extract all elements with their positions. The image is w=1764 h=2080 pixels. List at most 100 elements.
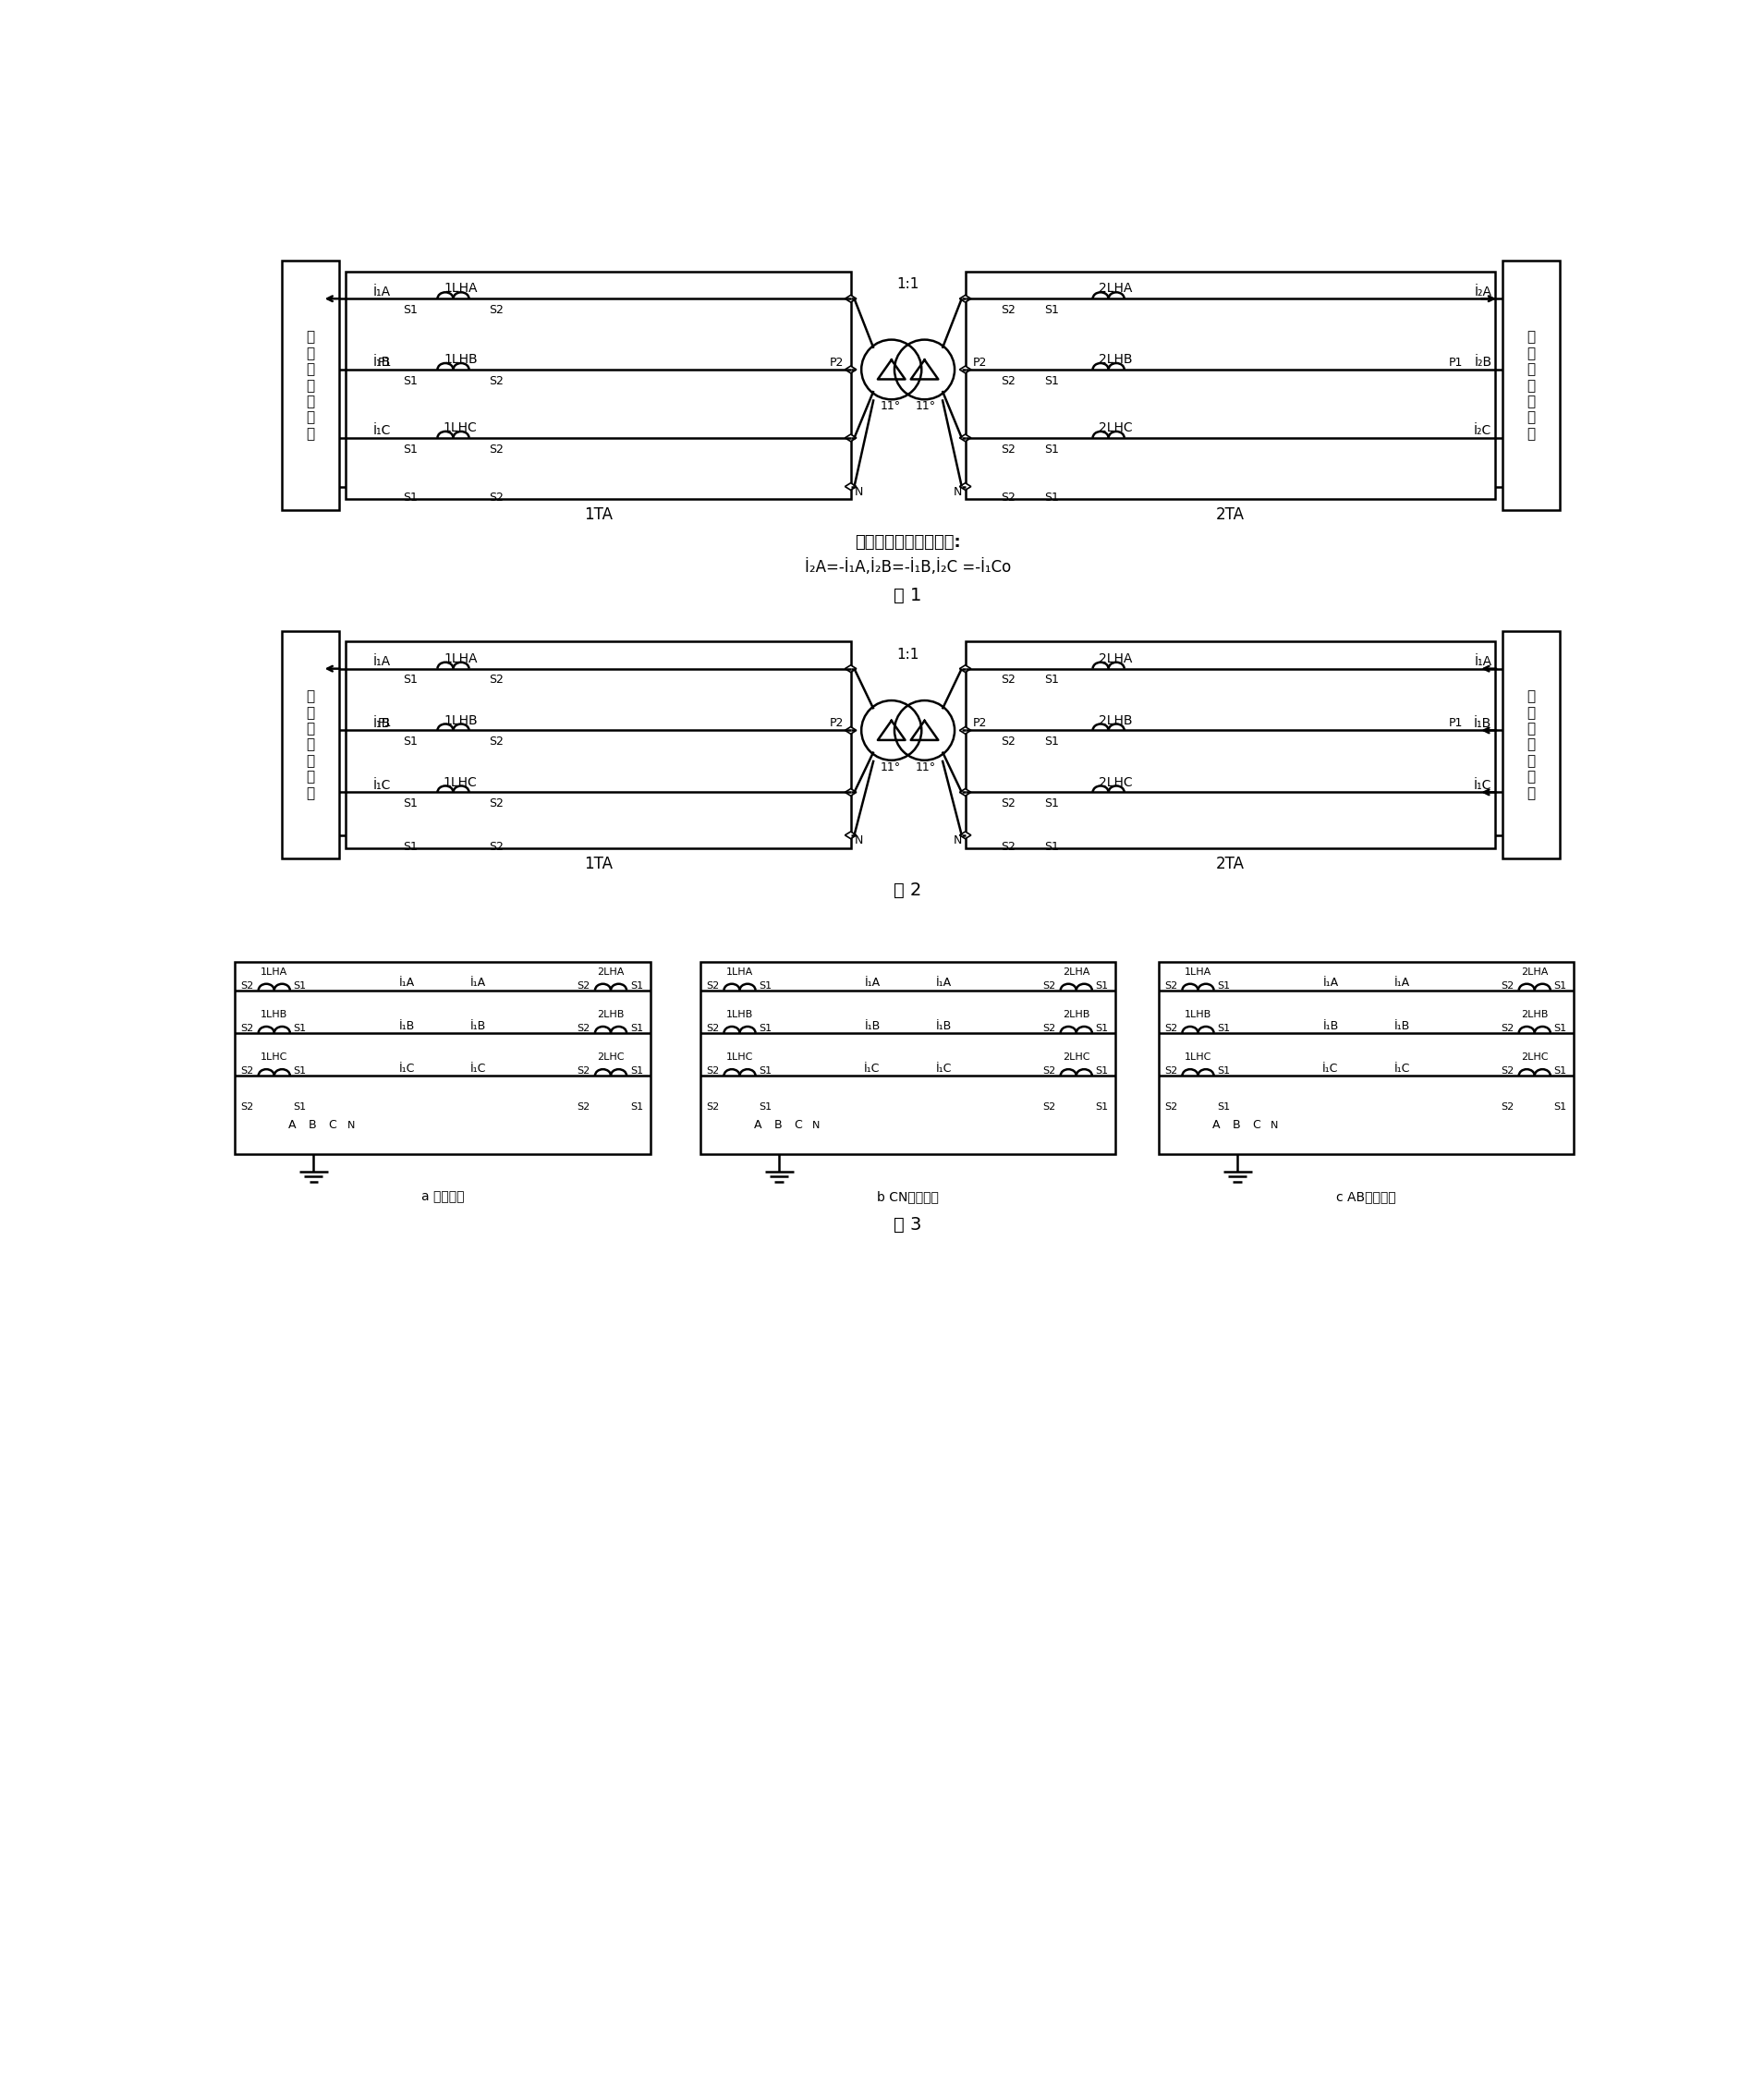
Text: 2LHA: 2LHA: [1099, 283, 1132, 295]
Text: S1: S1: [630, 1023, 644, 1034]
Text: a 正常运行: a 正常运行: [422, 1190, 464, 1202]
Text: P2: P2: [829, 356, 843, 368]
Text: 2LHC: 2LHC: [1521, 1052, 1549, 1061]
Text: 2LHC: 2LHC: [598, 1052, 624, 1061]
Text: 11°: 11°: [880, 761, 900, 774]
Text: 1:1: 1:1: [896, 647, 919, 661]
Text: S2: S2: [1164, 1102, 1177, 1111]
Text: İ₁B: İ₁B: [399, 1019, 415, 1032]
Text: S2: S2: [1043, 1067, 1055, 1075]
Bar: [346, 641, 850, 849]
Text: 1LHA: 1LHA: [1184, 967, 1212, 976]
Text: A: A: [1212, 1119, 1221, 1132]
Text: S2: S2: [577, 1023, 591, 1034]
Bar: [700, 961, 1115, 1154]
Text: S2: S2: [1000, 374, 1016, 387]
Text: S1: S1: [630, 1067, 644, 1075]
Text: İ₁B: İ₁B: [372, 718, 392, 730]
Text: 1LHB: 1LHB: [727, 1011, 753, 1019]
Text: P2: P2: [829, 718, 843, 730]
Polygon shape: [960, 435, 970, 441]
Text: 1LHB: 1LHB: [1184, 1011, 1212, 1019]
Text: N: N: [953, 487, 961, 499]
Text: B: B: [774, 1119, 781, 1132]
Text: S2: S2: [489, 674, 503, 686]
Bar: [965, 641, 1496, 849]
Text: S1: S1: [1217, 1102, 1230, 1111]
Text: S2: S2: [1000, 797, 1016, 809]
Text: 1TA: 1TA: [584, 508, 612, 524]
Text: 1TA: 1TA: [584, 855, 612, 872]
Text: 2LHB: 2LHB: [1062, 1011, 1090, 1019]
Text: S2: S2: [706, 982, 720, 990]
Text: S2: S2: [240, 1102, 254, 1111]
Text: c AB相短路后: c AB相短路后: [1337, 1190, 1395, 1202]
Text: 1LHC: 1LHC: [727, 1052, 753, 1061]
Text: P1: P1: [377, 356, 392, 368]
Text: İ₁C: İ₁C: [372, 778, 392, 792]
Text: N: N: [813, 1121, 820, 1129]
Text: S2: S2: [1000, 304, 1016, 316]
Text: P2: P2: [972, 718, 986, 730]
Text: İ₁A: İ₁A: [1323, 978, 1339, 990]
Bar: [235, 961, 651, 1154]
Text: S2: S2: [1000, 674, 1016, 686]
Text: 图 3: 图 3: [894, 1217, 923, 1233]
Text: 1LHC: 1LHC: [261, 1052, 288, 1061]
Text: İ₁B: İ₁B: [1475, 718, 1492, 730]
Text: S2: S2: [489, 374, 503, 387]
Bar: [1159, 961, 1573, 1154]
Text: S2: S2: [240, 1023, 254, 1034]
Text: 1LHA: 1LHA: [727, 967, 753, 976]
Text: İ₁C: İ₁C: [372, 424, 392, 437]
Text: S1: S1: [293, 1102, 307, 1111]
Text: 11°: 11°: [880, 401, 900, 412]
Text: S1: S1: [1044, 840, 1058, 853]
Text: 2LHA: 2LHA: [598, 967, 624, 976]
Text: C: C: [328, 1119, 337, 1132]
Text: S2: S2: [489, 736, 503, 747]
Text: N: N: [854, 487, 863, 499]
Text: N: N: [1270, 1121, 1279, 1129]
Text: 1LHA: 1LHA: [443, 653, 478, 666]
Text: 2LHB: 2LHB: [598, 1011, 624, 1019]
Polygon shape: [960, 832, 970, 838]
Text: S1: S1: [402, 374, 418, 387]
Text: N: N: [854, 834, 863, 847]
Text: 1LHA: 1LHA: [261, 967, 288, 976]
Polygon shape: [960, 295, 970, 302]
Text: S2: S2: [240, 1067, 254, 1075]
Text: S1: S1: [293, 982, 307, 990]
Text: İ₁A: İ₁A: [937, 978, 953, 990]
Bar: [1503, 630, 1559, 859]
Text: 11°: 11°: [916, 761, 937, 774]
Text: S2: S2: [1501, 982, 1514, 990]
Bar: [282, 260, 339, 510]
Polygon shape: [845, 726, 857, 734]
Text: S1: S1: [1044, 304, 1058, 316]
Text: S2: S2: [577, 1102, 591, 1111]
Text: İ₂C: İ₂C: [1475, 424, 1492, 437]
Text: İ₁A: İ₁A: [399, 978, 415, 990]
Text: 1LHB: 1LHB: [443, 354, 478, 366]
Polygon shape: [845, 366, 857, 372]
Text: 1LHB: 1LHB: [261, 1011, 288, 1019]
Text: 2TA: 2TA: [1215, 855, 1245, 872]
Text: 变
压
器
差
动
保
护: 变 压 器 差 动 保 护: [1528, 331, 1535, 441]
Text: 1LHC: 1LHC: [1184, 1052, 1212, 1061]
Text: S1: S1: [1095, 1067, 1108, 1075]
Text: 图 2: 图 2: [894, 882, 923, 899]
Text: S2: S2: [240, 982, 254, 990]
Text: S2: S2: [1501, 1067, 1514, 1075]
Text: 1LHC: 1LHC: [443, 776, 478, 788]
Text: 1LHB: 1LHB: [443, 713, 478, 726]
Polygon shape: [845, 295, 857, 302]
Text: S2: S2: [1043, 1023, 1055, 1034]
Text: P1: P1: [377, 718, 392, 730]
Bar: [282, 630, 339, 859]
Text: S2: S2: [1000, 840, 1016, 853]
Text: İ₁B: İ₁B: [471, 1019, 487, 1032]
Text: S1: S1: [759, 1067, 773, 1075]
Text: 11°: 11°: [916, 401, 937, 412]
Text: S2: S2: [489, 491, 503, 503]
